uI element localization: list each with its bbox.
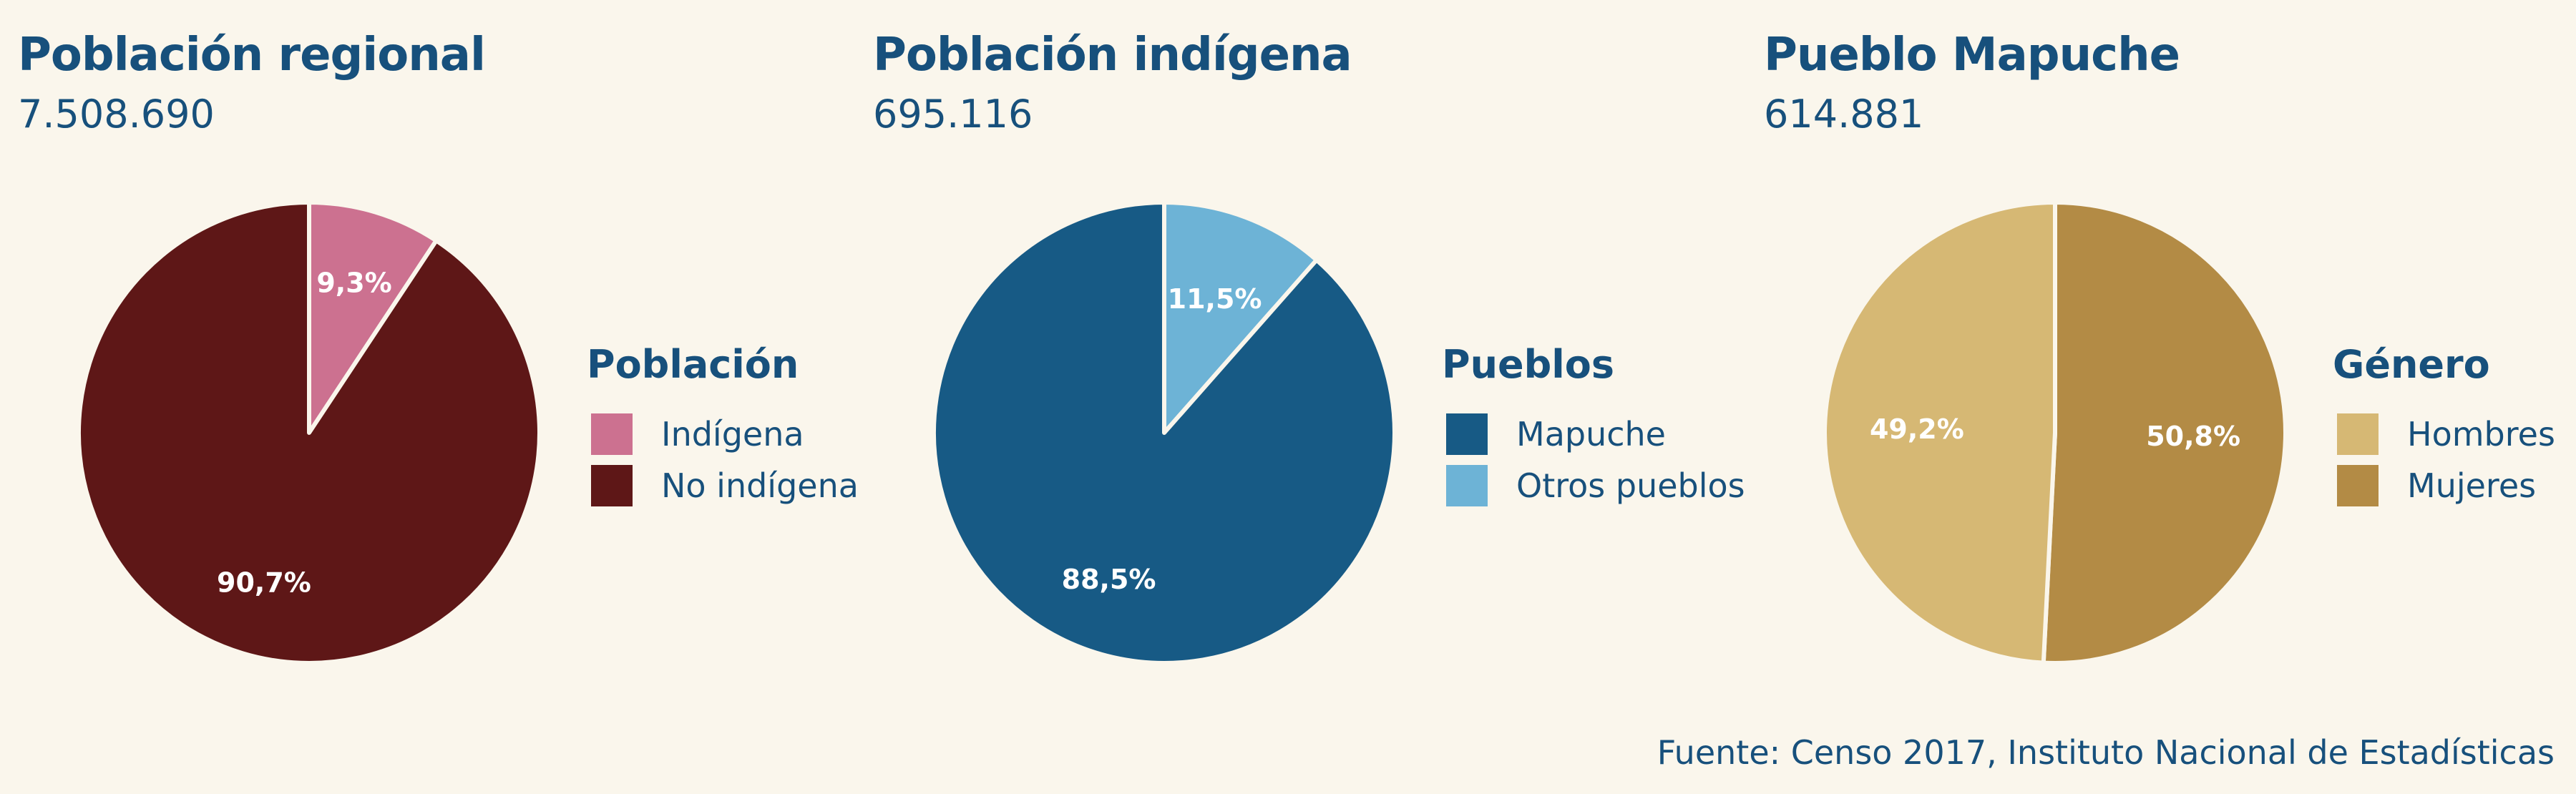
- legend-title: Población: [587, 342, 799, 387]
- chart-panel-regional: Población regional 7.508.690 9,3% 90,7% P…: [18, 0, 877, 715]
- chart-title: Población indígena: [873, 29, 1352, 82]
- pie-slice-otros-pueblos: [1162, 200, 1319, 435]
- legend-item: Mapuche: [1442, 408, 1745, 460]
- legend-title: Género: [2333, 342, 2490, 387]
- slice-value-label: 50,8%: [2146, 421, 2240, 452]
- legend-item: Hombres: [2333, 408, 2555, 460]
- legend-title: Pueblos: [1442, 342, 1615, 387]
- legend: Género Hombres Mujeres: [2333, 342, 2555, 511]
- slice-value-label: 49,2%: [1870, 413, 1964, 445]
- chart-title: Pueblo Mapuche: [1764, 29, 2180, 82]
- legend-swatch: [1446, 413, 1488, 455]
- legend-label: Mujeres: [2407, 466, 2537, 505]
- legend-label: Hombres: [2407, 415, 2555, 454]
- legend-swatch: [1446, 465, 1488, 506]
- slice-value-label: 9,3%: [316, 267, 391, 298]
- chart-panel-mapuche: Pueblo Mapuche 614.881 50,8% 49,2% Género…: [1764, 0, 2576, 715]
- slice-value-label: 90,7%: [217, 567, 311, 599]
- chart-subtitle: 695.116: [873, 92, 1033, 137]
- legend-item: Otros pueblos: [1442, 460, 1745, 511]
- slice-value-label: 88,5%: [1062, 564, 1156, 595]
- pie-slice-mujeres: [2041, 200, 2288, 665]
- legend-swatch: [591, 465, 633, 506]
- legend-swatch: [2337, 413, 2379, 455]
- pie-slice-indígena: [307, 200, 439, 435]
- legend-item: Mujeres: [2333, 460, 2555, 511]
- slice-value-label: 11,5%: [1168, 283, 1262, 315]
- legend-swatch: [2337, 465, 2379, 506]
- pie-slice-no-indígena: [77, 200, 542, 665]
- legend-item: Indígena: [587, 408, 859, 460]
- chart-title: Población regional: [18, 29, 486, 82]
- chart-subtitle: 7.508.690: [18, 92, 215, 137]
- legend: Población Indígena No indígena: [587, 342, 859, 511]
- pie-chart-mapuche: 50,8% 49,2%: [1823, 200, 2288, 665]
- legend-label: Mapuche: [1516, 415, 1666, 454]
- pie-slice-mapuche: [932, 200, 1397, 665]
- chart-panel-indigena: Población indígena 695.116 11,5% 88,5% Pu…: [873, 0, 1745, 715]
- legend-label: Indígena: [661, 415, 804, 454]
- legend: Pueblos Mapuche Otros pueblos: [1442, 342, 1745, 511]
- source-note: Fuente: Censo 2017, Instituto Nacional d…: [1657, 733, 2555, 772]
- legend-label: Otros pueblos: [1516, 466, 1745, 505]
- chart-subtitle: 614.881: [1764, 92, 1924, 137]
- legend-swatch: [591, 413, 633, 455]
- legend-label: No indígena: [661, 466, 859, 505]
- pie-slice-hombres: [1823, 200, 2057, 665]
- pie-chart-indigena: 11,5% 88,5%: [932, 200, 1397, 665]
- pie-chart-regional: 9,3% 90,7%: [77, 200, 542, 665]
- legend-item: No indígena: [587, 460, 859, 511]
